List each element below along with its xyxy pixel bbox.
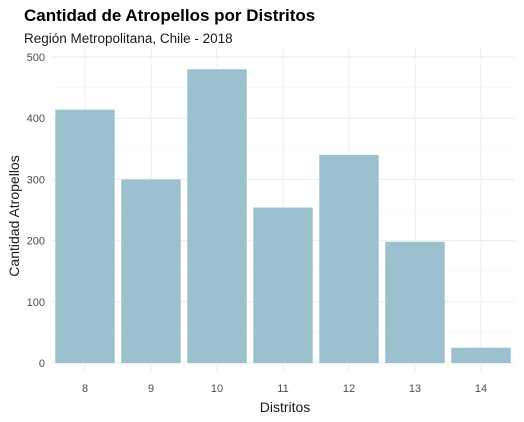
bar-distrito-13: [385, 241, 445, 363]
y-tick-label: 300: [27, 174, 45, 186]
y-axis-title: Cantidad Atropellos: [6, 155, 22, 276]
x-tick-label: 12: [343, 383, 355, 395]
bar-distrito-11: [253, 207, 313, 363]
chart-subtitle: Región Metropolitana, Chile - 2018: [24, 31, 233, 46]
x-tick-label: 10: [211, 383, 223, 395]
x-axis-title: Distritos: [260, 399, 311, 415]
bar-distrito-9: [121, 179, 181, 363]
bar-distrito-8: [55, 109, 115, 363]
bar-distrito-10: [187, 69, 247, 364]
x-tick-label: 11: [277, 383, 288, 395]
x-tick-label: 14: [475, 383, 487, 395]
bars: [55, 69, 511, 364]
x-tick-label: 13: [409, 383, 421, 395]
y-tick-label: 100: [27, 297, 45, 309]
y-tick-labels: 0 100 200 300 400 500: [27, 52, 45, 370]
y-tick-label: 0: [39, 358, 45, 370]
y-tick-label: 500: [27, 52, 45, 64]
x-tick-labels: 8 9 10 11 12 13 14: [82, 383, 487, 395]
bar-distrito-12: [319, 154, 379, 363]
x-tick-label: 8: [82, 383, 88, 395]
y-tick-label: 200: [27, 236, 45, 248]
y-tick-label: 400: [27, 113, 45, 125]
bar-distrito-14: [451, 347, 511, 363]
chart-title: Cantidad de Atropellos por Distritos: [24, 6, 316, 25]
x-tick-label: 9: [148, 383, 154, 395]
